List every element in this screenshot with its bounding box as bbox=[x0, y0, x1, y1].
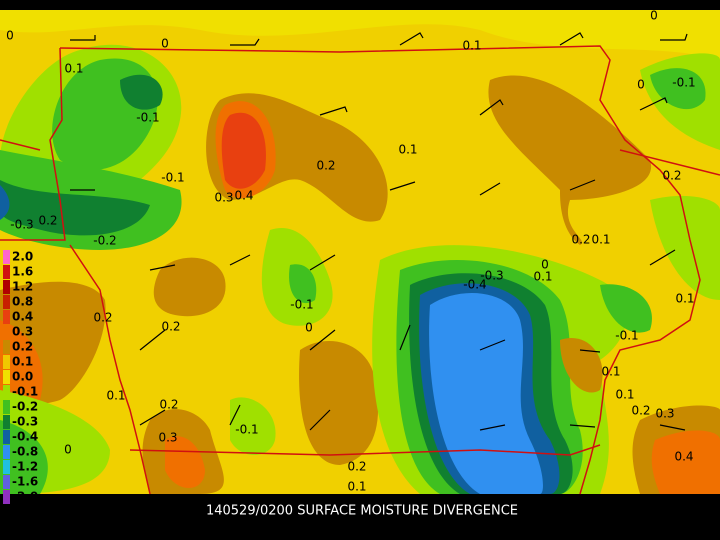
contour-label: 0 bbox=[6, 29, 14, 43]
legend-swatch bbox=[3, 310, 10, 324]
contour-label: 0.2 bbox=[571, 233, 590, 247]
legend-label: -2.0 bbox=[12, 490, 38, 504]
contour-label: -0.1 bbox=[672, 76, 695, 90]
contour-label: -0.3 bbox=[10, 218, 33, 232]
contour-label: -0.1 bbox=[615, 329, 638, 343]
contour-label: 0.1 bbox=[601, 365, 620, 379]
contour-label: 0 bbox=[541, 258, 549, 272]
wind-barbs bbox=[70, 32, 688, 431]
legend-swatch bbox=[3, 355, 10, 369]
legend-swatch bbox=[3, 385, 10, 399]
contour-label: 0 bbox=[637, 78, 645, 92]
contour-label: 0.2 bbox=[93, 311, 112, 325]
contour-label: -0.1 bbox=[161, 171, 184, 185]
contour-label: 0.2 bbox=[161, 320, 180, 334]
legend-swatch bbox=[3, 280, 10, 294]
map-field bbox=[0, 10, 720, 494]
contour-label: 0.1 bbox=[675, 292, 694, 306]
contour-label: 0.1 bbox=[462, 39, 481, 53]
legend-label: 0.3 bbox=[12, 325, 33, 339]
contour-label: -0.1 bbox=[235, 423, 258, 437]
contour-label: 0.1 bbox=[615, 388, 634, 402]
contour-label: 0.4 bbox=[674, 450, 693, 464]
legend-label: -0.2 bbox=[12, 400, 38, 414]
legend-swatch bbox=[3, 325, 10, 339]
contour-label: 0.2 bbox=[159, 398, 178, 412]
contour-label: 0.1 bbox=[64, 62, 83, 76]
legend-label: -1.6 bbox=[12, 475, 38, 489]
legend-label: 0.0 bbox=[12, 370, 33, 384]
contour-label: 0.1 bbox=[398, 143, 417, 157]
state-borders bbox=[0, 45, 720, 495]
legend-label: 0.1 bbox=[12, 355, 33, 369]
caption: 140529/0200 SURFACE MOISTURE DIVERGENCE bbox=[206, 504, 518, 519]
contour-label: 0.3 bbox=[655, 407, 674, 421]
legend-swatch bbox=[3, 340, 10, 354]
legend-label: 2.0 bbox=[12, 250, 33, 264]
contour-label: 0.2 bbox=[662, 169, 681, 183]
contour-label: 0 bbox=[305, 321, 313, 335]
contour-label: 0.2 bbox=[347, 460, 366, 474]
legend-swatch bbox=[3, 295, 10, 309]
contour-label: 0 bbox=[161, 37, 169, 51]
legend-label: -1.2 bbox=[12, 460, 38, 474]
legend-swatch bbox=[3, 475, 10, 489]
legend-label: -0.3 bbox=[12, 415, 38, 429]
contour-label: 0.3 bbox=[214, 191, 233, 205]
legend-label: -0.8 bbox=[12, 445, 38, 459]
contour-label: 0 bbox=[64, 443, 72, 457]
contour-label: 0.2 bbox=[38, 214, 57, 228]
legend-label: 0.4 bbox=[12, 310, 33, 324]
contour-label: 0.1 bbox=[347, 480, 366, 494]
legend-label: -0.1 bbox=[12, 385, 38, 399]
legend-swatch bbox=[3, 265, 10, 279]
contour-label: -0.1 bbox=[290, 298, 313, 312]
contour-label: -0.4 bbox=[463, 278, 486, 292]
contour-label: -0.2 bbox=[93, 234, 116, 248]
contour-label: 0.1 bbox=[591, 233, 610, 247]
legend-label: 1.2 bbox=[12, 280, 33, 294]
contour-label: -0.3 bbox=[480, 269, 503, 283]
legend-swatch bbox=[3, 370, 10, 384]
contour-label: 0.1 bbox=[533, 270, 552, 284]
contour-label: 0.3 bbox=[158, 431, 177, 445]
legend-swatch bbox=[3, 445, 10, 459]
contour-label: 0 bbox=[650, 9, 658, 23]
legend-label: -0.4 bbox=[12, 430, 38, 444]
legend-swatch bbox=[3, 430, 10, 444]
contour-label: 0.1 bbox=[106, 389, 125, 403]
legend: 2.01.61.20.80.40.30.20.10.0-0.1-0.2-0.3-… bbox=[3, 250, 38, 504]
legend-swatch bbox=[3, 250, 10, 264]
contour-label: 0.2 bbox=[316, 159, 335, 173]
legend-label: 0.8 bbox=[12, 295, 33, 309]
legend-swatch bbox=[3, 415, 10, 429]
contour-label: 0.2 bbox=[631, 404, 650, 418]
legend-swatch bbox=[3, 400, 10, 414]
legend-label: 1.6 bbox=[12, 265, 33, 279]
legend-swatch bbox=[3, 460, 10, 474]
contour-label: 0.4 bbox=[234, 189, 253, 203]
contour-label: -0.1 bbox=[136, 111, 159, 125]
contour-labels: 00 0.10.100 -0.1-0.10.10.2-0.1 0.20.3 0.4-0.… bbox=[6, 9, 696, 494]
legend-label: 0.2 bbox=[12, 340, 33, 354]
legend-swatch bbox=[3, 490, 10, 504]
